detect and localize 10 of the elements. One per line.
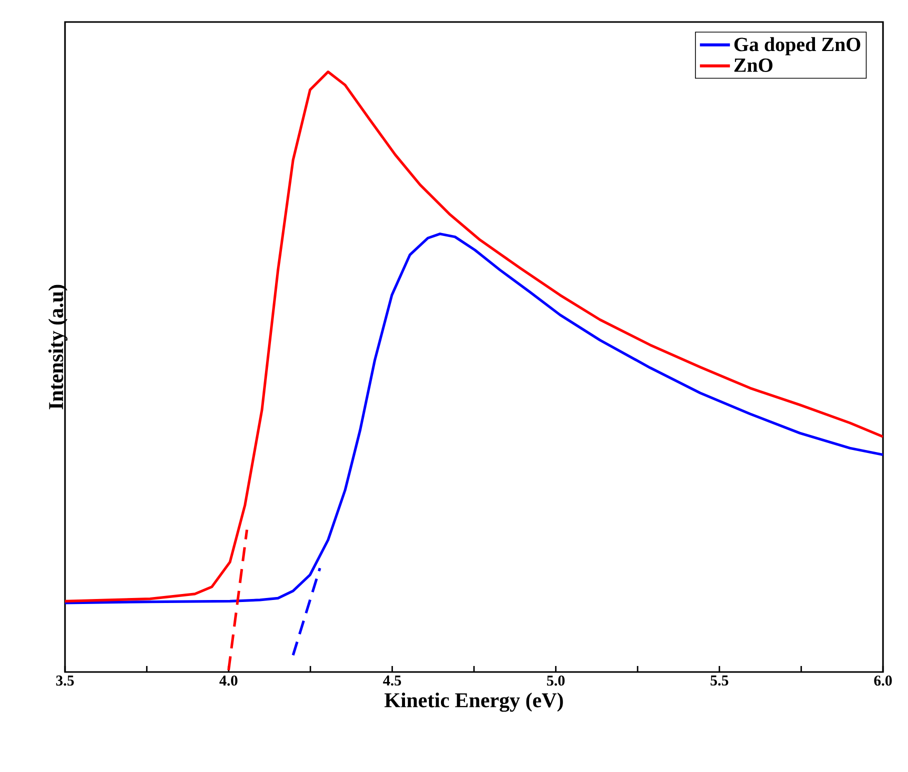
- x-tick-label: 6.0: [874, 676, 892, 686]
- x-tick-label: 4.0: [219, 676, 238, 686]
- x-tick-label: 5.0: [547, 676, 565, 686]
- x-tick-label: 3.5: [56, 676, 74, 686]
- x-tick-label: 4.5: [383, 676, 402, 686]
- y-axis-title: Intensity (a.u): [48, 284, 68, 410]
- legend-label: Ga doped ZnO: [734, 37, 860, 56]
- x-tick-label: 5.5: [710, 676, 728, 686]
- legend-label: ZnO: [734, 58, 772, 72]
- x-axis-title: Kinetic Energy (eV): [384, 692, 563, 712]
